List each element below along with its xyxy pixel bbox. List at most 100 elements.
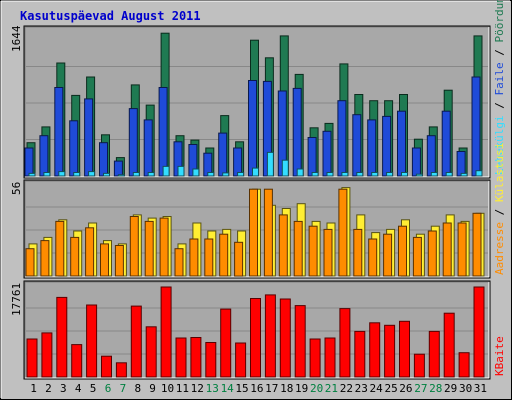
day-label-29: 29 bbox=[444, 382, 457, 395]
bar-faile-day-15 bbox=[233, 147, 243, 177]
bar-kbaite-day-5 bbox=[86, 304, 98, 378]
visits-sites-panel: 56 Aadresse / Külastusi bbox=[10, 143, 506, 279]
bar-faile-day-9 bbox=[143, 119, 153, 177]
bar-kbaite-day-3 bbox=[56, 296, 68, 378]
bar-aadresse-day-5 bbox=[85, 227, 95, 277]
bar-aadresse-day-30 bbox=[457, 222, 467, 277]
bar-lehekülgi-day-3 bbox=[58, 171, 66, 177]
day-label-13: 13 bbox=[206, 382, 219, 395]
bar-faile-day-27 bbox=[411, 147, 421, 177]
hits-files-pages-panel: 1644 Lehekülgi / Faile / Pöördumisi bbox=[10, 0, 506, 179]
bar-lehekülgi-day-7 bbox=[117, 174, 125, 177]
bar-kbaite-day-31 bbox=[473, 286, 485, 378]
bar-kbaite-day-28 bbox=[428, 330, 440, 378]
day-label-8: 8 bbox=[134, 382, 141, 395]
bar-lehekülgi-day-23 bbox=[356, 172, 364, 177]
bar-lehekülgi-day-31 bbox=[475, 170, 483, 177]
bar-kbaite-day-24 bbox=[369, 322, 381, 378]
bar-kbaite-day-14 bbox=[220, 308, 232, 378]
day-label-25: 25 bbox=[384, 382, 397, 395]
day-label-10: 10 bbox=[161, 382, 174, 395]
bar-kbaite-day-25 bbox=[384, 324, 396, 378]
bar-kbaite-day-7 bbox=[115, 362, 127, 378]
bar-faile-day-25 bbox=[382, 115, 392, 177]
bar-faile-day-22 bbox=[337, 100, 347, 177]
bar-lehekülgi-day-6 bbox=[103, 172, 110, 177]
day-label-3: 3 bbox=[60, 382, 67, 395]
bar-faile-day-24 bbox=[367, 119, 377, 177]
bar-aadresse-day-14 bbox=[219, 233, 229, 277]
bar-kbaite-day-1 bbox=[26, 338, 38, 378]
day-label-23: 23 bbox=[355, 382, 368, 395]
bar-aadresse-day-25 bbox=[383, 233, 393, 277]
day-label-30: 30 bbox=[459, 382, 472, 395]
bar-kbaite-day-2 bbox=[41, 332, 53, 378]
bar-kbaite-day-9 bbox=[145, 326, 157, 378]
day-label-2: 2 bbox=[45, 382, 52, 395]
bar-faile-day-8 bbox=[128, 108, 138, 177]
bar-aadresse-day-8 bbox=[129, 216, 139, 277]
bar-lehekülgi-day-22 bbox=[341, 172, 349, 177]
bar-lehekülgi-day-11 bbox=[177, 165, 185, 177]
bar-faile-day-16 bbox=[248, 80, 257, 177]
bar-lehekülgi-day-14 bbox=[222, 172, 230, 177]
bar-faile-day-3 bbox=[54, 87, 64, 177]
bar-lehekülgi-day-21 bbox=[326, 172, 334, 177]
bar-aadresse-day-2 bbox=[40, 240, 50, 277]
day-label-5: 5 bbox=[90, 382, 97, 395]
bar-faile-day-20 bbox=[307, 137, 317, 177]
day-label-22: 22 bbox=[340, 382, 353, 395]
ylabel-middle: 56 bbox=[10, 182, 23, 195]
bar-faile-day-29 bbox=[441, 110, 451, 177]
bar-aadresse-day-27 bbox=[412, 236, 422, 277]
bar-faile-day-28 bbox=[426, 135, 436, 177]
bar-kbaite-day-19 bbox=[294, 305, 306, 378]
legend-top: Lehekülgi / Faile / Pöördumisi bbox=[493, 0, 506, 175]
day-label-4: 4 bbox=[75, 382, 82, 395]
bar-kbaite-day-26 bbox=[399, 320, 410, 378]
day-label-7: 7 bbox=[120, 382, 127, 395]
bar-faile-day-5 bbox=[84, 98, 94, 177]
bar-lehekülgi-day-8 bbox=[132, 172, 140, 177]
day-label-16: 16 bbox=[250, 382, 263, 395]
bar-faile-day-23 bbox=[352, 114, 362, 177]
bar-kbaite-day-20 bbox=[309, 338, 321, 378]
bar-faile-day-7 bbox=[113, 160, 123, 177]
bar-faile-day-30 bbox=[456, 151, 466, 177]
day-label-12: 12 bbox=[191, 382, 204, 395]
bar-aadresse-day-18 bbox=[278, 214, 288, 277]
bar-aadresse-day-13 bbox=[204, 238, 214, 277]
day-labels: 1 2 3 4 5 6 7 8 9 10 11 12 13 14 15 16 17 18 19 20 21 22 23 24 2… bbox=[30, 382, 487, 395]
day-label-11: 11 bbox=[176, 382, 189, 395]
bar-aadresse-day-29 bbox=[442, 222, 452, 277]
bar-lehekülgi-day-27 bbox=[415, 173, 423, 177]
day-label-24: 24 bbox=[369, 382, 383, 395]
bar-kbaite-day-11 bbox=[175, 337, 187, 378]
bar-aadresse-day-22 bbox=[338, 188, 348, 277]
bar-faile-day-21 bbox=[322, 130, 332, 177]
bar-kbaite-day-6 bbox=[101, 355, 112, 378]
kbytes-panel: 17761 KBaite bbox=[10, 280, 506, 380]
bar-lehekülgi-day-24 bbox=[371, 172, 379, 177]
bar-faile-day-26 bbox=[397, 110, 406, 177]
bar-aadresse-day-6 bbox=[100, 243, 109, 277]
bar-lehekülgi-day-15 bbox=[237, 172, 245, 177]
bar-aadresse-day-21 bbox=[323, 228, 333, 277]
bar-aadresse-day-28 bbox=[427, 230, 437, 277]
bar-kbaite-day-4 bbox=[71, 344, 83, 378]
bar-aadresse-day-3 bbox=[55, 220, 65, 277]
bar-aadresse-day-11 bbox=[174, 248, 184, 277]
bar-lehekülgi-day-1 bbox=[28, 172, 36, 177]
bar-aadresse-day-17 bbox=[263, 188, 273, 277]
legend-bottom: KBaite bbox=[493, 336, 506, 376]
day-label-6: 6 bbox=[105, 382, 112, 395]
bar-kbaite-day-23 bbox=[354, 330, 366, 378]
bar-faile-day-10 bbox=[158, 87, 168, 177]
bar-aadresse-day-26 bbox=[398, 225, 407, 277]
bar-kbaite-day-22 bbox=[339, 308, 351, 378]
bar-aadresse-day-24 bbox=[368, 238, 378, 277]
bar-lehekülgi-day-12 bbox=[192, 168, 200, 177]
bar-lehekülgi-day-16 bbox=[252, 167, 259, 177]
bar-aadresse-day-15 bbox=[234, 241, 244, 277]
